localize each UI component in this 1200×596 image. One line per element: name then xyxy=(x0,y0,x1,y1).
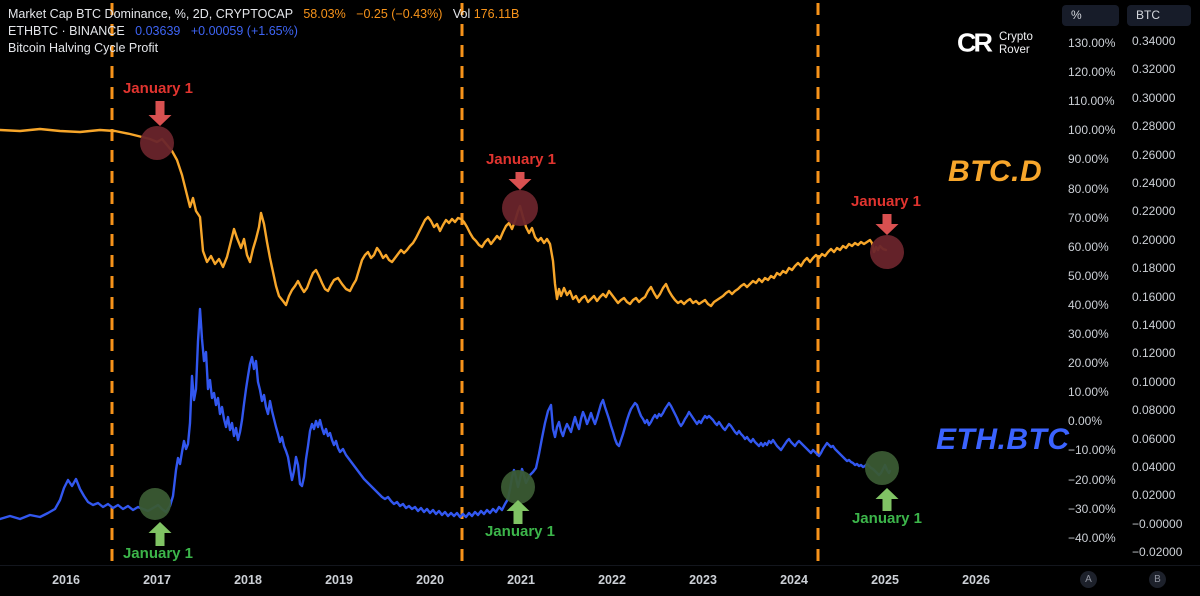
year-tick-2020[interactable]: 2020 xyxy=(416,573,444,587)
btc-tick-label: 0.30000 xyxy=(1132,90,1176,105)
ethbtc-last-price: 0.03639 xyxy=(135,24,181,38)
percent-tick-label: −10.00% xyxy=(1068,443,1116,458)
btc-tick-label: 0.24000 xyxy=(1132,176,1176,190)
percent-tick-label: 70.00% xyxy=(1068,210,1109,225)
percent-tick-label: 130.00% xyxy=(1068,36,1116,50)
year-tick-2025[interactable]: 2025 xyxy=(871,573,899,587)
symbol-title-btcd[interactable]: Market Cap BTC Dominance, %, 2D, CRYPTOC… xyxy=(8,7,293,21)
corner-button-a[interactable]: A xyxy=(1080,571,1097,588)
january-1-red-label[interactable]: January 1 xyxy=(122,80,194,97)
btc-tick-label: 0.18000 xyxy=(1132,261,1176,276)
btcd-vol-label: Vol xyxy=(452,7,471,21)
red-down-arrow-icon[interactable] xyxy=(148,101,172,126)
btc-scale-button[interactable]: BTC xyxy=(1127,5,1191,26)
percent-tick-label: 10.00% xyxy=(1068,385,1109,400)
legend-row-ethbtc[interactable]: ETHBTC · BINANCE 0.03639 +0.00059 (+1.65… xyxy=(8,23,519,39)
year-tick-2026[interactable]: 2026 xyxy=(962,573,990,587)
percent-tick-label: 80.00% xyxy=(1068,181,1109,196)
red-down-arrow-icon[interactable] xyxy=(875,214,899,235)
btc-tick-label: −0.02000 xyxy=(1132,545,1183,560)
drawing-title: Bitcoin Halving Cycle Profit xyxy=(8,41,159,55)
green-up-arrow-icon[interactable] xyxy=(148,522,172,546)
january-1-green-label[interactable]: January 1 xyxy=(484,523,556,540)
percent-tick-label: 120.00% xyxy=(1068,65,1116,80)
percent-tick-label: −30.00% xyxy=(1068,501,1116,516)
btc-tick-label: −0.00000 xyxy=(1132,516,1183,531)
btc-tick-label: 0.08000 xyxy=(1132,403,1176,418)
btc-tick-label: 0.12000 xyxy=(1132,346,1176,361)
green-up-arrow-icon[interactable] xyxy=(875,488,899,511)
january-1-bottom-marker-circle[interactable] xyxy=(139,488,171,520)
percent-tick-label: 100.00% xyxy=(1068,123,1116,138)
time-axis[interactable]: 2016 2017 2018 2019 2020 2021 2022 2023 2024 2025… xyxy=(0,565,1200,596)
legend-row-drawing-title[interactable]: Bitcoin Halving Cycle Profit xyxy=(8,40,519,56)
red-down-arrow-icon[interactable] xyxy=(508,172,532,190)
percent-tick-label: 20.00% xyxy=(1068,356,1109,371)
january-1-red-label[interactable]: January 1 xyxy=(485,151,557,168)
percent-tick-label: −20.00% xyxy=(1068,472,1116,487)
crypto-rover-monogram-icon: CR xyxy=(957,28,993,58)
btc-tick-label: 0.10000 xyxy=(1132,374,1176,389)
price-scale-pane[interactable]: % BTC 130.00% 120.00% 110.00% 100.00% 90.00%… xyxy=(1056,0,1200,565)
btc-tick-label: 0.16000 xyxy=(1132,289,1176,304)
btcd-vol-value: 176.11B xyxy=(473,7,520,21)
symbol-title-ethbtc[interactable]: ETHBTC · BINANCE xyxy=(8,24,125,38)
percent-tick-label: 110.00% xyxy=(1068,94,1115,109)
percent-tick-label: 40.00% xyxy=(1068,297,1109,312)
year-tick-2018[interactable]: 2018 xyxy=(234,573,262,587)
january-1-green-label[interactable]: January 1 xyxy=(122,545,194,562)
percent-tick-label: 60.00% xyxy=(1068,239,1109,254)
january-1-red-label[interactable]: January 1 xyxy=(850,193,922,210)
year-tick-2017[interactable]: 2017 xyxy=(143,573,171,587)
year-tick-2016[interactable]: 2016 xyxy=(52,573,80,587)
btc-tick-label: 0.34000 xyxy=(1132,34,1176,48)
btc-tick-label: 0.06000 xyxy=(1132,431,1176,446)
january-1-top-marker-circle[interactable] xyxy=(870,235,904,269)
btcd-series-label: BTC.D xyxy=(948,155,1043,188)
crypto-rover-logo: CR Crypto Rover xyxy=(957,28,1033,59)
ethbtc-change: +0.00059 (+1.65%) xyxy=(190,24,298,38)
legend-row-btc-dominance[interactable]: Market Cap BTC Dominance, %, 2D, CRYPTOC… xyxy=(8,6,519,22)
green-up-arrow-icon[interactable] xyxy=(506,500,530,524)
percent-tick-label: 50.00% xyxy=(1068,268,1109,283)
btc-tick-label: 0.20000 xyxy=(1132,232,1176,247)
year-tick-2023[interactable]: 2023 xyxy=(689,573,717,587)
year-tick-2021[interactable]: 2021 xyxy=(507,573,535,587)
btcd-last-price: 58.03% xyxy=(303,7,346,21)
btc-tick-label: 0.28000 xyxy=(1132,119,1176,134)
january-1-bottom-marker-circle[interactable] xyxy=(501,470,535,504)
btc-tick-label: 0.26000 xyxy=(1132,147,1176,162)
percent-tick-label: −40.00% xyxy=(1068,530,1116,545)
btc-tick-label: 0.04000 xyxy=(1132,460,1176,474)
chart-legend: Market Cap BTC Dominance, %, 2D, CRYPTOC… xyxy=(8,6,519,57)
january-1-green-label[interactable]: January 1 xyxy=(851,510,923,527)
percent-tick-label: 0.00% xyxy=(1068,414,1103,429)
btc-tick-label: 0.02000 xyxy=(1132,488,1176,503)
january-1-bottom-marker-circle[interactable] xyxy=(865,451,899,485)
crypto-rover-name: Crypto Rover xyxy=(999,31,1033,56)
year-tick-2022[interactable]: 2022 xyxy=(598,573,626,587)
percent-tick-label: 30.00% xyxy=(1068,327,1109,341)
btc-tick-label: 0.22000 xyxy=(1132,204,1176,219)
percent-scale-button[interactable]: % xyxy=(1062,5,1119,26)
january-1-top-marker-circle[interactable] xyxy=(502,190,538,226)
btc-tick-label: 0.32000 xyxy=(1132,62,1176,77)
ethbtc-series-label: ETH.BTC xyxy=(936,423,1070,456)
btcd-series-line[interactable] xyxy=(0,127,888,308)
btcd-change: −0.25 (−0.43%) xyxy=(356,7,443,21)
january-1-top-marker-circle[interactable] xyxy=(140,126,174,160)
year-tick-2019[interactable]: 2019 xyxy=(325,573,353,587)
corner-button-b[interactable]: B xyxy=(1149,571,1166,588)
ethbtc-series-line[interactable] xyxy=(0,307,892,521)
btc-tick-label: 0.14000 xyxy=(1132,318,1176,332)
percent-tick-label: 90.00% xyxy=(1068,152,1109,167)
year-tick-2024[interactable]: 2024 xyxy=(780,573,808,587)
